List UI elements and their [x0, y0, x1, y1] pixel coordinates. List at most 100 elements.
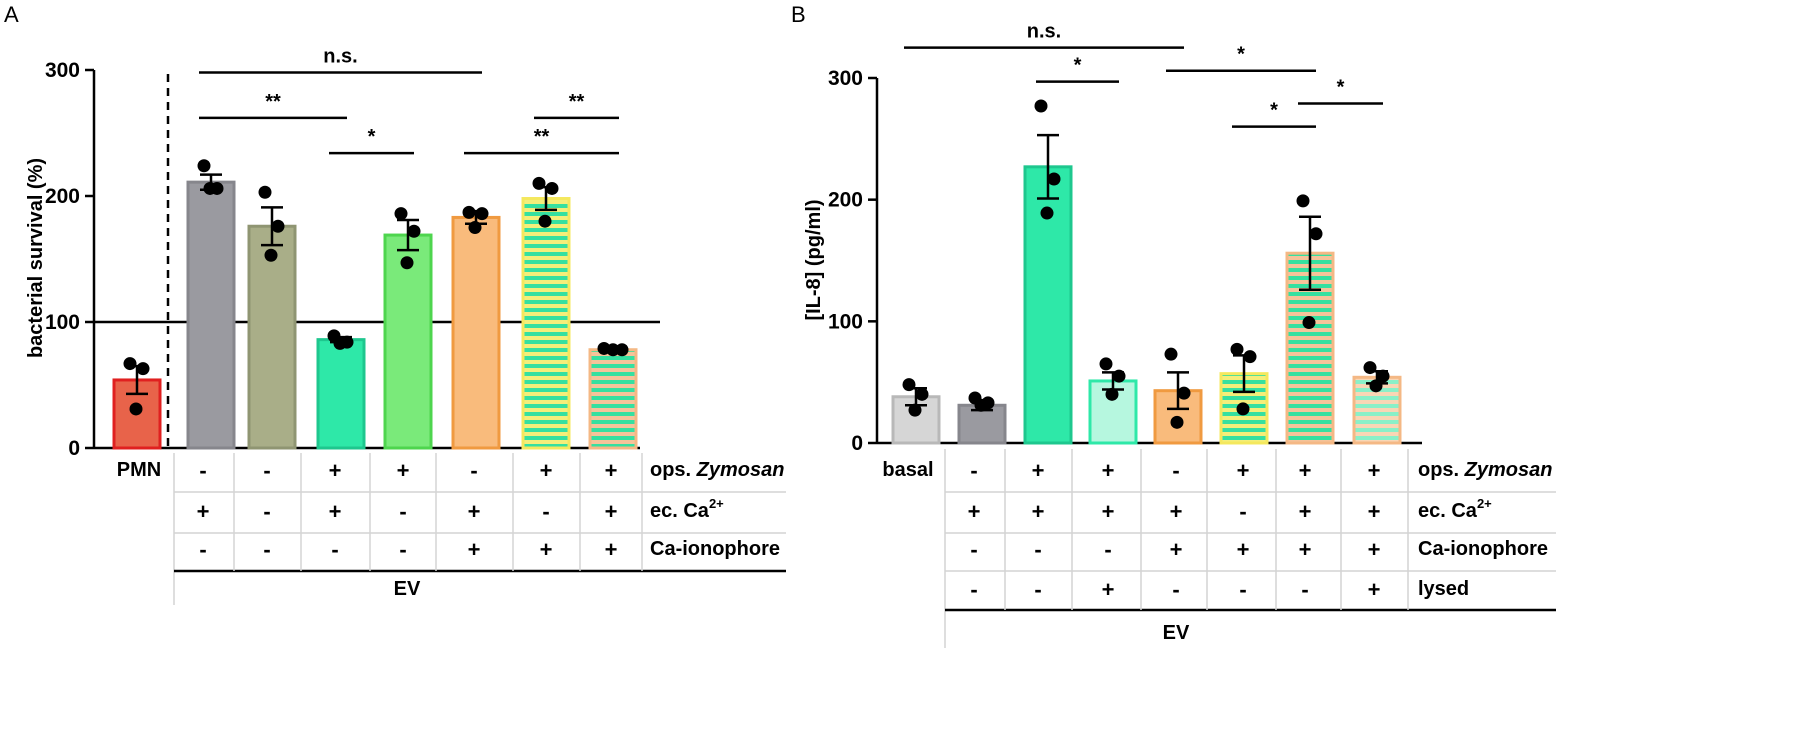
- data-point: [333, 336, 347, 350]
- condition-sign: +: [540, 458, 553, 483]
- condition-sign: -: [263, 499, 270, 524]
- condition-sign: +: [1102, 458, 1115, 483]
- panel-b-ev-label: EV: [1163, 622, 1190, 644]
- condition-sign: +: [968, 499, 981, 524]
- condition-sign: -: [263, 458, 270, 483]
- data-point: [606, 343, 620, 357]
- condition-sign: -: [1034, 577, 1041, 602]
- condition-sign: -: [199, 537, 206, 562]
- condition-sign: -: [1301, 577, 1308, 602]
- data-point: [1105, 387, 1119, 401]
- y-tick-label: 300: [45, 59, 80, 82]
- data-point: [1363, 361, 1377, 375]
- bar: [383, 233, 433, 450]
- condition-sign: +: [605, 537, 618, 562]
- significance-label: *: [368, 126, 376, 148]
- significance-label: *: [1237, 44, 1245, 66]
- condition-sign: +: [1170, 499, 1183, 524]
- panel-b-bars: [891, 99, 1402, 445]
- panel-a-significance: n.s.*** ****: [199, 46, 619, 155]
- significance-label: *: [1270, 100, 1278, 122]
- condition-sign: -: [263, 537, 270, 562]
- condition-sign: -: [1034, 537, 1041, 562]
- condition-sign: +: [197, 499, 210, 524]
- data-point: [407, 224, 421, 238]
- bar: [521, 197, 571, 450]
- data-point: [1177, 386, 1191, 400]
- data-point: [1047, 172, 1061, 186]
- data-point: [974, 398, 988, 412]
- data-point: [400, 256, 414, 270]
- panel-a-letter: A: [4, 2, 19, 27]
- condition-sign: -: [1239, 577, 1246, 602]
- data-point: [1099, 357, 1113, 371]
- panel-a-condition-table: PMN EV - - + + - + + ops. Zymosan + - + - + - + ec. Ca2…: [117, 453, 786, 605]
- condition-row-label: Ca-ionophore: [1418, 538, 1548, 560]
- data-point: [532, 176, 546, 190]
- condition-sign: +: [1102, 577, 1115, 602]
- data-point: [258, 185, 272, 199]
- data-point: [1309, 227, 1323, 241]
- data-point: [394, 207, 408, 221]
- condition-sign: -: [470, 458, 477, 483]
- condition-sign: +: [1368, 577, 1381, 602]
- data-point: [915, 387, 929, 401]
- data-point: [545, 181, 559, 195]
- bar: [588, 348, 638, 450]
- panel-b-basal-label: basal: [882, 459, 933, 481]
- condition-sign: -: [970, 458, 977, 483]
- condition-row-label: ec. Ca2+: [1418, 496, 1492, 522]
- condition-sign: +: [605, 458, 618, 483]
- data-point: [1164, 347, 1178, 361]
- condition-sign: +: [468, 499, 481, 524]
- condition-sign: -: [399, 537, 406, 562]
- data-point: [1040, 206, 1054, 220]
- panel-b-y-ticks: 0 100 200 300: [828, 67, 877, 455]
- condition-sign: +: [1102, 499, 1115, 524]
- data-point: [1112, 369, 1126, 383]
- data-point: [1376, 369, 1390, 383]
- condition-sign: -: [542, 499, 549, 524]
- y-tick-label: 200: [45, 185, 80, 208]
- y-tick-label: 0: [68, 437, 80, 460]
- data-point: [197, 159, 211, 173]
- condition-sign: -: [331, 537, 338, 562]
- condition-sign: +: [1032, 499, 1045, 524]
- condition-sign: +: [468, 537, 481, 562]
- condition-sign: -: [970, 577, 977, 602]
- condition-sign: +: [329, 499, 342, 524]
- y-tick-label: 200: [828, 189, 863, 212]
- data-point: [264, 248, 278, 262]
- y-tick-label: 100: [828, 310, 863, 333]
- panel-b-significance: n.s. * * * *: [904, 21, 1383, 128]
- condition-sign: +: [1368, 499, 1381, 524]
- y-tick-label: 100: [45, 311, 80, 334]
- bar: [316, 338, 366, 450]
- condition-sign: -: [1104, 537, 1111, 562]
- data-point: [1296, 194, 1310, 208]
- panel-b-y-axis-label: [IL-8] (pg/ml): [803, 199, 825, 320]
- bar: [247, 224, 297, 450]
- data-point: [203, 181, 217, 195]
- significance-label: **: [569, 91, 585, 113]
- condition-sign: +: [1170, 537, 1183, 562]
- significance-label: **: [534, 126, 550, 148]
- condition-sign: +: [1368, 458, 1381, 483]
- data-point: [615, 343, 629, 357]
- data-point: [468, 221, 482, 234]
- data-point: [271, 219, 285, 233]
- condition-sign: +: [605, 499, 618, 524]
- condition-sign: +: [397, 458, 410, 483]
- condition-sign: +: [1299, 537, 1312, 562]
- panel-a: A bacterial survival (%) 0 100 200 300 n.s.…: [4, 2, 786, 605]
- data-point: [129, 402, 143, 416]
- condition-sign: +: [1299, 499, 1312, 524]
- panel-a-pmn-label: PMN: [117, 459, 161, 481]
- condition-sign: -: [399, 499, 406, 524]
- data-point: [462, 205, 476, 219]
- panel-b-condition-table: basal EV - + + - + + + ops. Zymosan + + + + - + + ec. C…: [882, 449, 1556, 648]
- condition-sign: +: [1032, 458, 1045, 483]
- significance-label: n.s.: [1027, 21, 1061, 43]
- bar: [1023, 165, 1073, 445]
